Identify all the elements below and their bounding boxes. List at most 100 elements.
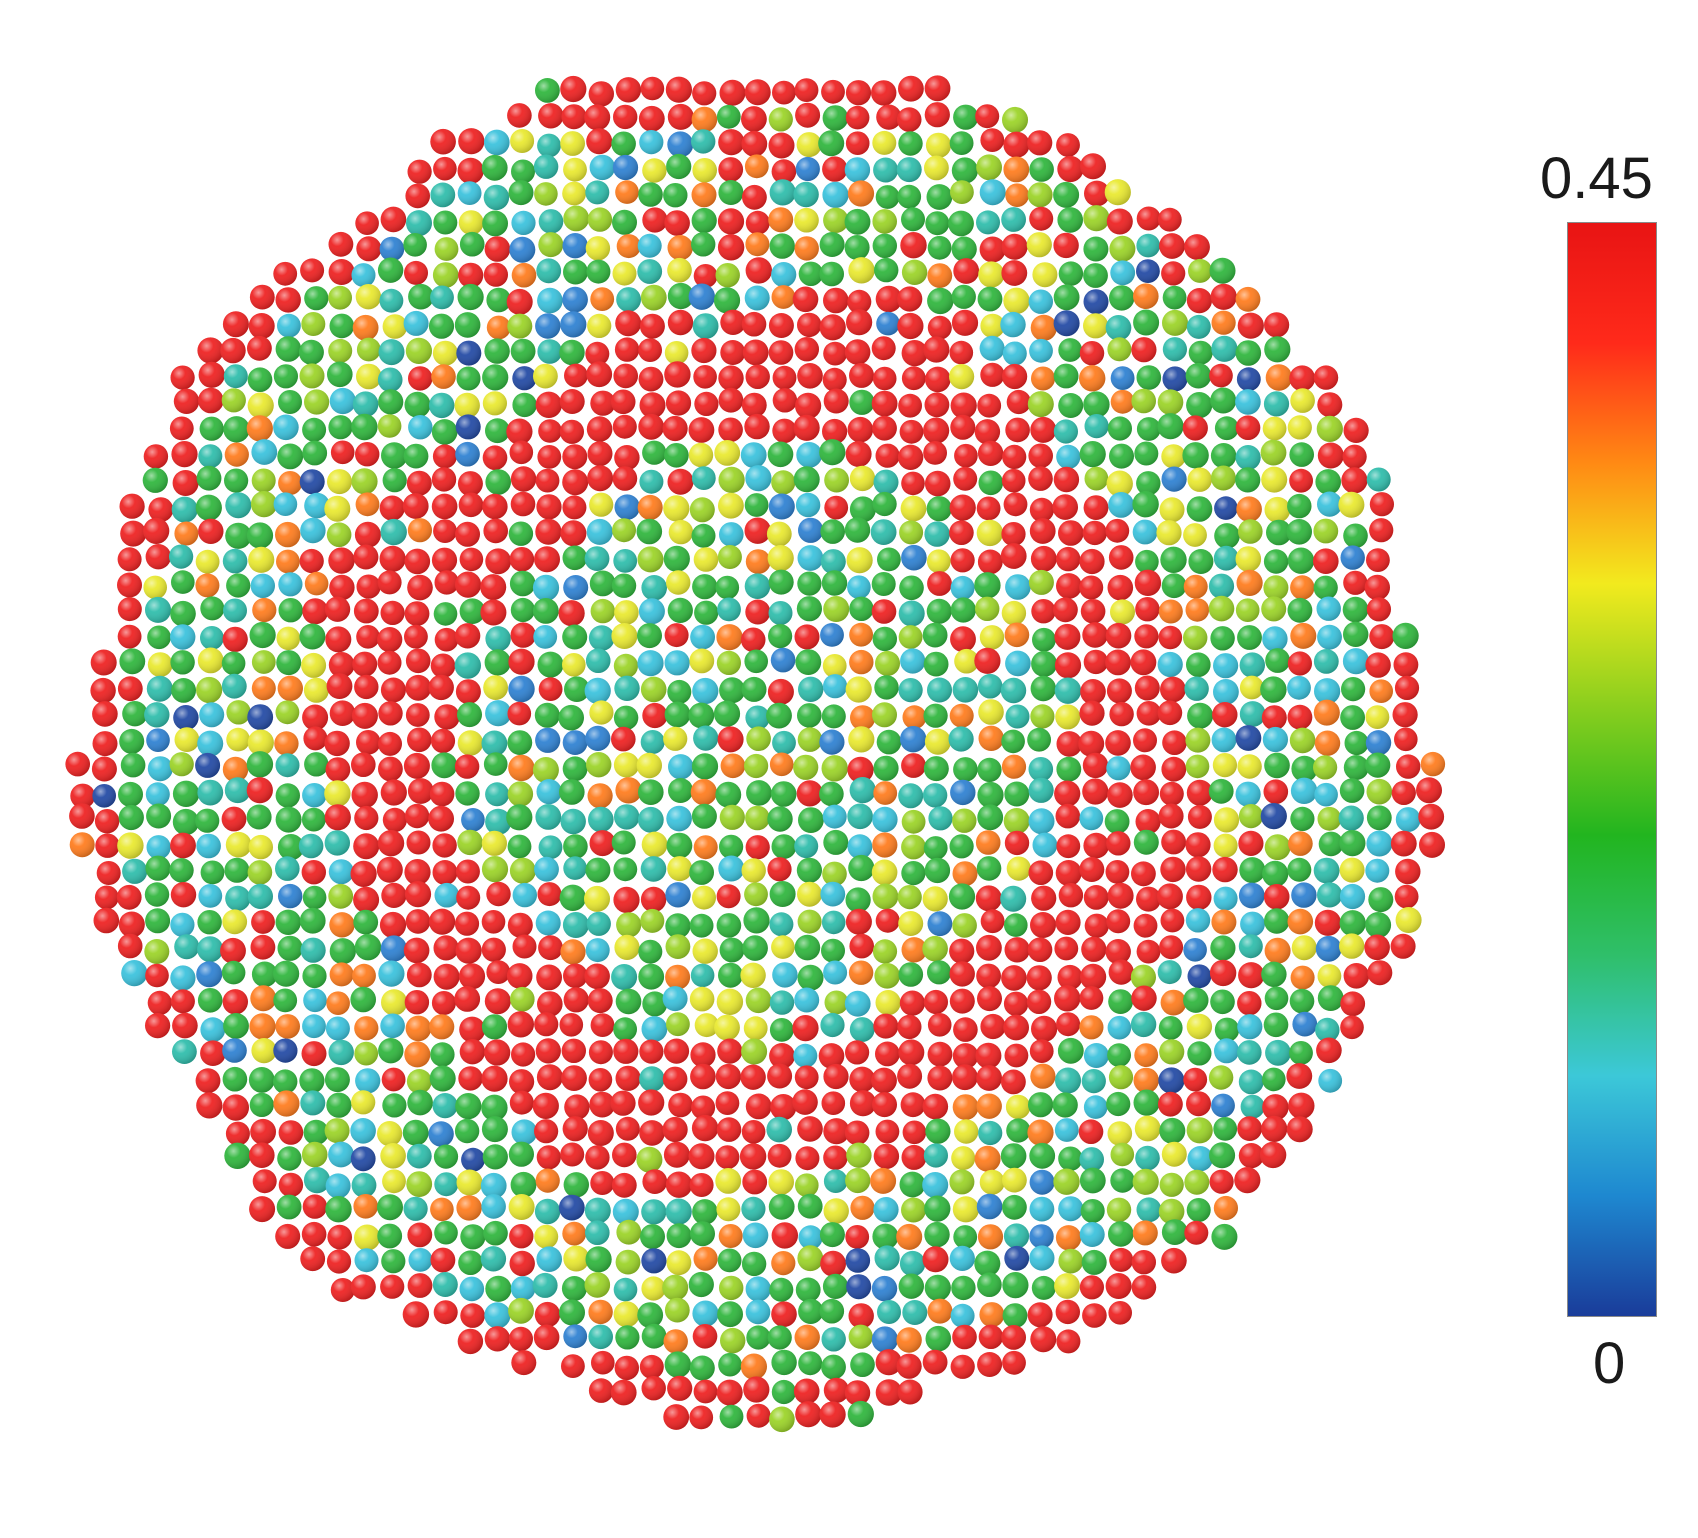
particle-shading <box>849 1017 875 1042</box>
particle-shading <box>950 626 976 653</box>
particle-shading <box>484 649 511 676</box>
particle-shading <box>1160 676 1186 703</box>
particle-shading <box>1079 1015 1104 1040</box>
particle-shading <box>198 387 224 414</box>
particle-shading <box>538 935 563 961</box>
particle-shading <box>845 1167 871 1194</box>
particle-shading <box>1340 545 1365 570</box>
particle-shading <box>1313 575 1338 600</box>
particle-shading <box>741 1251 767 1277</box>
particle-shading <box>1287 704 1313 730</box>
particle-shading <box>845 1225 870 1249</box>
particle-shading <box>740 627 766 653</box>
particle-shading <box>1083 649 1109 675</box>
particle-shading <box>741 392 767 418</box>
particle-shading <box>562 912 589 938</box>
particle-shading <box>611 623 638 649</box>
particle-shading <box>563 963 588 989</box>
particle-shading <box>1214 496 1238 520</box>
particle-shading <box>1315 469 1341 495</box>
particle-shading <box>662 415 688 442</box>
particle-shading <box>663 1038 690 1064</box>
particle-shading <box>454 312 481 338</box>
particle-shading <box>509 1224 534 1249</box>
particle-shading <box>1260 676 1287 703</box>
particle-shading <box>200 626 224 650</box>
particle-shading <box>1182 415 1208 441</box>
particle-shading <box>328 285 352 310</box>
particle-shading <box>1106 678 1132 704</box>
particle-shading <box>1003 287 1030 314</box>
particle-shading <box>534 702 560 728</box>
particle-shading <box>533 363 558 389</box>
particle-shading <box>532 598 559 624</box>
particle-shading <box>456 340 482 366</box>
particle-shading <box>637 494 663 520</box>
particle-shading <box>482 493 508 520</box>
particle-shading <box>352 963 376 988</box>
particle-shading <box>588 625 615 651</box>
particle-shading <box>768 107 793 132</box>
particle-shading <box>952 677 979 703</box>
particle-shading <box>1317 882 1343 908</box>
particle-shading <box>974 419 1001 445</box>
particle-shading <box>222 548 248 574</box>
particle-shading <box>1339 883 1366 910</box>
particle-shading <box>455 859 480 884</box>
particle-shading <box>1369 492 1394 517</box>
particle-shading <box>585 648 611 673</box>
colorbar-container <box>1567 222 1657 1322</box>
particle-shading <box>563 1172 589 1198</box>
particle-shading <box>1316 415 1343 442</box>
particle-shading <box>666 570 691 595</box>
particle-shading <box>767 441 794 468</box>
particle-shading <box>1160 856 1186 883</box>
particle-shading <box>1027 1119 1054 1146</box>
particle-shading <box>225 492 252 519</box>
particle-shading <box>849 777 876 804</box>
particle-shading <box>455 441 480 467</box>
particle-shading <box>767 1063 793 1089</box>
particle-shading <box>302 963 327 989</box>
particle-shading <box>458 963 486 990</box>
particle-shading <box>845 908 872 935</box>
particle-shading <box>564 363 588 388</box>
particle-shading <box>771 1349 797 1376</box>
particle-shading <box>1136 417 1161 441</box>
particle-shading <box>745 210 770 235</box>
particle-shading <box>1054 623 1081 650</box>
particle-shading <box>329 387 356 415</box>
particle-shading <box>898 393 922 418</box>
particle-shading <box>875 185 900 209</box>
particle-shading <box>1365 730 1392 756</box>
particle-shading <box>1028 466 1053 491</box>
particle-shading <box>638 366 664 392</box>
particle-shading <box>688 702 715 729</box>
particle-shading <box>896 1327 922 1353</box>
particle-shading <box>897 312 924 340</box>
particle-shading <box>1340 991 1366 1017</box>
particle-shading <box>169 544 194 569</box>
particle-shading <box>819 232 845 257</box>
particle-shading <box>1159 233 1185 259</box>
particle-shading <box>458 210 484 236</box>
particle-shading <box>1058 520 1084 546</box>
particle-layer <box>65 75 1446 1433</box>
particle-shading <box>1108 959 1134 985</box>
particle-shading <box>1083 495 1109 520</box>
particle-shading <box>1079 700 1105 726</box>
particle-shading <box>120 520 147 547</box>
particle-shading <box>1081 1249 1107 1275</box>
particle-shading <box>434 1172 459 1197</box>
particle-shading <box>1186 1091 1211 1117</box>
particle-shading <box>1134 675 1160 701</box>
particle-shading <box>794 834 819 859</box>
particle-shading <box>613 705 639 730</box>
particle-shading <box>1338 805 1364 831</box>
particle-shading <box>1186 652 1211 677</box>
particle-shading <box>432 1272 458 1297</box>
particle-shading <box>975 1042 1002 1069</box>
particle-shading <box>1338 491 1365 518</box>
particle-shading <box>1134 1043 1159 1067</box>
particle-shading <box>949 988 975 1014</box>
